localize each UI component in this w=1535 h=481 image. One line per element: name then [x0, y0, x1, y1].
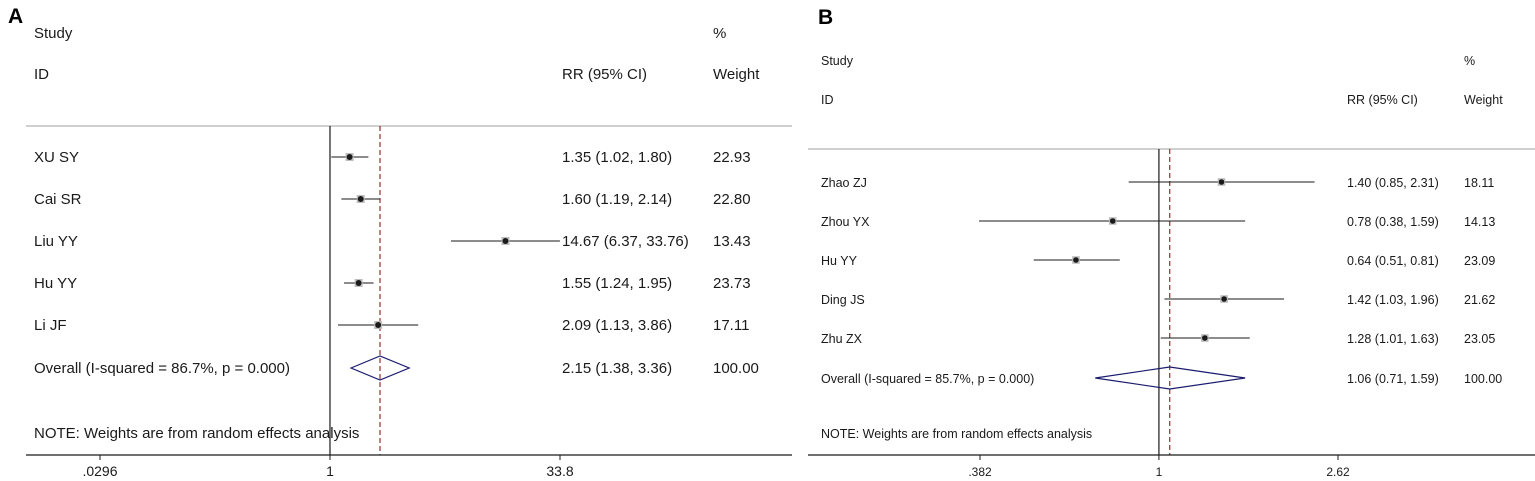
point-estimate	[1109, 218, 1116, 224]
point-estimate	[502, 238, 509, 244]
rr-ci-label: 1.42 (1.03, 1.96)	[1347, 293, 1439, 307]
rr-ci-label: 0.64 (0.51, 0.81)	[1347, 254, 1439, 268]
point-estimate	[357, 196, 364, 202]
rr-ci-label: 1.60 (1.19, 2.14)	[562, 191, 672, 208]
rr-ci-label: 2.09 (1.13, 3.86)	[562, 317, 672, 334]
panel-label: B	[818, 6, 834, 29]
weights-note: NOTE: Weights are from random effects an…	[34, 425, 359, 442]
study-id: Hu YY	[34, 275, 77, 292]
weights-note: NOTE: Weights are from random effects an…	[821, 427, 1092, 441]
weight-label: 14.13	[1464, 215, 1495, 229]
header-effect: RR (95% CI)	[562, 66, 647, 83]
header-effect: RR (95% CI)	[1347, 93, 1418, 107]
forest-plot-b-svg: Study ID RR (95% CI)% Weight Zhao ZJ 1.40 (0.…	[808, 54, 1535, 479]
forest-plot-a: A Study ID RR (95% CI)% Weight XU SY 1.35 (1.…	[8, 5, 792, 479]
forest-plot-a-svg: Study ID RR (95% CI)% Weight XU SY 1.35 (1.02…	[26, 25, 792, 479]
weight-label: 22.93	[713, 149, 751, 166]
point-estimate	[1218, 179, 1225, 185]
overall-label: Overall (I-squared = 85.7%, p = 0.000)	[821, 372, 1034, 386]
rr-ci-label: 1.35 (1.02, 1.80)	[562, 149, 672, 166]
x-tick-label: .382	[968, 465, 992, 479]
point-estimate	[1202, 335, 1208, 341]
x-tick-label: 1	[1156, 465, 1163, 479]
study-id: XU SY	[34, 149, 79, 166]
weight-label: 13.43	[713, 233, 751, 250]
rr-ci-label: 1.40 (0.85, 2.31)	[1347, 176, 1439, 190]
weight-label: 18.11	[1464, 176, 1494, 190]
study-id: Zhao ZJ	[821, 176, 867, 190]
weight-label: 22.80	[713, 191, 751, 208]
point-estimate	[1221, 296, 1227, 302]
x-tick-label: .0296	[82, 463, 117, 479]
header-weight: Weight	[1464, 93, 1503, 107]
rr-ci-label: 1.28 (1.01, 1.63)	[1347, 332, 1439, 346]
weight-label: 23.73	[713, 275, 751, 292]
overall-diamond	[349, 355, 411, 381]
overall-weight-label: 100.00	[1464, 372, 1502, 386]
header-study: Study	[34, 25, 73, 42]
point-estimate	[375, 322, 382, 328]
point-estimate	[1073, 257, 1079, 263]
rr-ci-label: 14.67 (6.37, 33.76)	[562, 233, 689, 250]
rr-ci-label: 0.78 (0.38, 1.59)	[1347, 215, 1439, 229]
study-id: Li JF	[34, 317, 67, 334]
header-percent: %	[1464, 54, 1475, 68]
overall-rr-ci-label: 1.06 (0.71, 1.59)	[1347, 372, 1439, 386]
weight-label: 21.62	[1464, 293, 1495, 307]
panel-label: A	[8, 5, 24, 28]
rr-ci-label: 1.55 (1.24, 1.95)	[562, 275, 672, 292]
forest-plot-b: B Study ID RR (95% CI)% Weight Zhao ZJ 1.40 (…	[808, 0, 1535, 481]
overall-rr-ci-label: 2.15 (1.38, 3.36)	[562, 360, 672, 377]
point-estimate	[346, 154, 353, 160]
study-id: Cai SR	[34, 191, 82, 208]
study-id: Zhou YX	[821, 215, 870, 229]
overall-diamond	[1095, 366, 1246, 390]
weight-label: 23.05	[1464, 332, 1495, 346]
header-id: ID	[34, 66, 49, 83]
header-study: Study	[821, 54, 854, 68]
study-id: Ding JS	[821, 293, 865, 307]
point-estimate	[355, 280, 362, 286]
study-id: Liu YY	[34, 233, 78, 250]
weight-label: 17.11	[713, 317, 749, 334]
x-tick-label: 2.62	[1326, 465, 1350, 479]
overall-label: Overall (I-squared = 86.7%, p = 0.000)	[34, 360, 290, 377]
overall-weight-label: 100.00	[713, 360, 759, 377]
x-tick-label: 1	[326, 463, 334, 479]
study-id: Zhu ZX	[821, 332, 863, 346]
header-id: ID	[821, 93, 834, 107]
weight-label: 23.09	[1464, 254, 1495, 268]
study-id: Hu YY	[821, 254, 858, 268]
header-percent: %	[713, 25, 726, 42]
x-tick-label: 33.8	[546, 463, 573, 479]
header-weight: Weight	[713, 66, 760, 83]
